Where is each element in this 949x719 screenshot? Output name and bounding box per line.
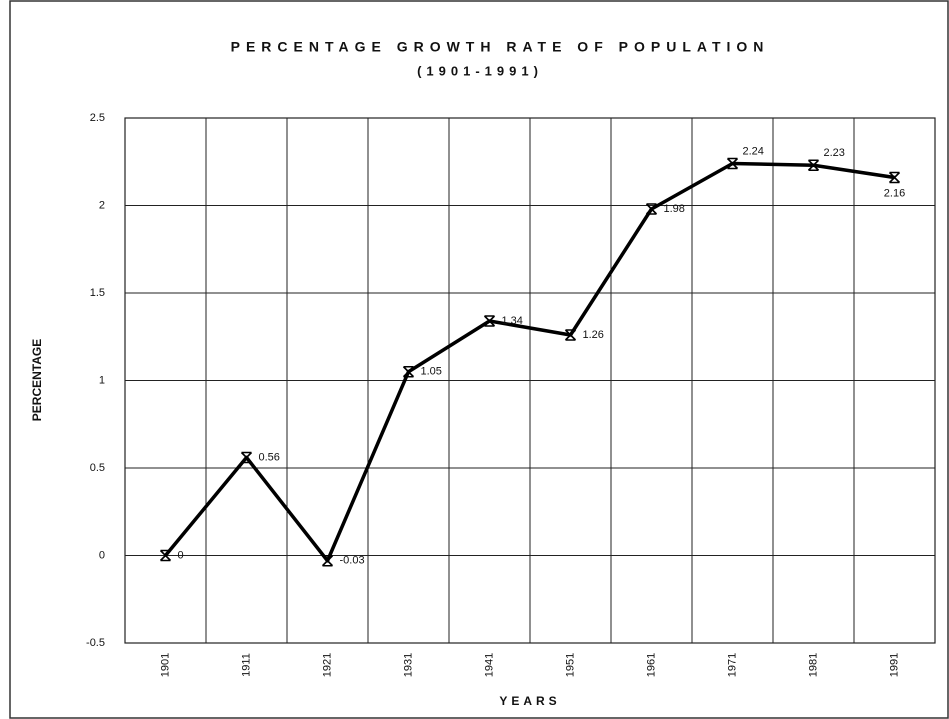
marker <box>240 451 253 464</box>
marker <box>321 554 334 567</box>
data-label: -0.03 <box>340 555 365 567</box>
x-tick-label: 1951 <box>564 653 576 677</box>
x-tick-label: 1991 <box>888 653 900 677</box>
marker <box>726 157 739 170</box>
data-label: 1.34 <box>502 315 523 327</box>
marker <box>564 329 577 341</box>
frame <box>9 0 949 719</box>
marker <box>159 549 172 562</box>
data-label: 1.98 <box>664 203 685 215</box>
y-tick-label: 0.5 <box>90 462 105 474</box>
x-tick-label: 1971 <box>726 653 738 677</box>
marker <box>645 203 658 215</box>
chart-title: PERCENTAGE GROWTH RATE OF POPULATION <box>231 39 770 55</box>
data-label: 2.23 <box>824 147 845 159</box>
marker <box>888 171 901 184</box>
marker <box>402 365 415 378</box>
y-tick-label: 0 <box>99 549 105 561</box>
data-label: 0 <box>178 549 184 561</box>
y-tick-label: 1 <box>99 374 105 386</box>
data-label: 2.16 <box>884 187 905 199</box>
marker <box>807 159 820 172</box>
data-label: 0.56 <box>259 451 280 463</box>
y-axis-title: PERCENTAGE <box>30 339 44 421</box>
x-tick-label: 1981 <box>807 653 819 677</box>
data-label: 1.05 <box>421 366 442 378</box>
line <box>164 161 895 563</box>
data-label: 2.24 <box>743 145 764 157</box>
y-tick-label: 2 <box>99 199 105 211</box>
x-axis-title: YEARS <box>499 694 560 708</box>
y-tick-label: 1.5 <box>90 287 105 299</box>
x-tick-label: 1921 <box>321 653 333 677</box>
chart-subtitle: (1901-1991) <box>417 63 543 78</box>
x-tick-label: 1931 <box>402 653 414 677</box>
x-tick-label: 1961 <box>645 653 657 677</box>
x-tick-label: 1911 <box>240 653 252 677</box>
y-tick-label: 2.5 <box>90 112 105 124</box>
x-tick-label: 1941 <box>483 653 495 677</box>
marker <box>483 315 496 327</box>
data-label: 1.26 <box>583 329 604 341</box>
x-tick-label: 1901 <box>159 653 171 677</box>
y-tick-label: -0.5 <box>86 637 105 649</box>
